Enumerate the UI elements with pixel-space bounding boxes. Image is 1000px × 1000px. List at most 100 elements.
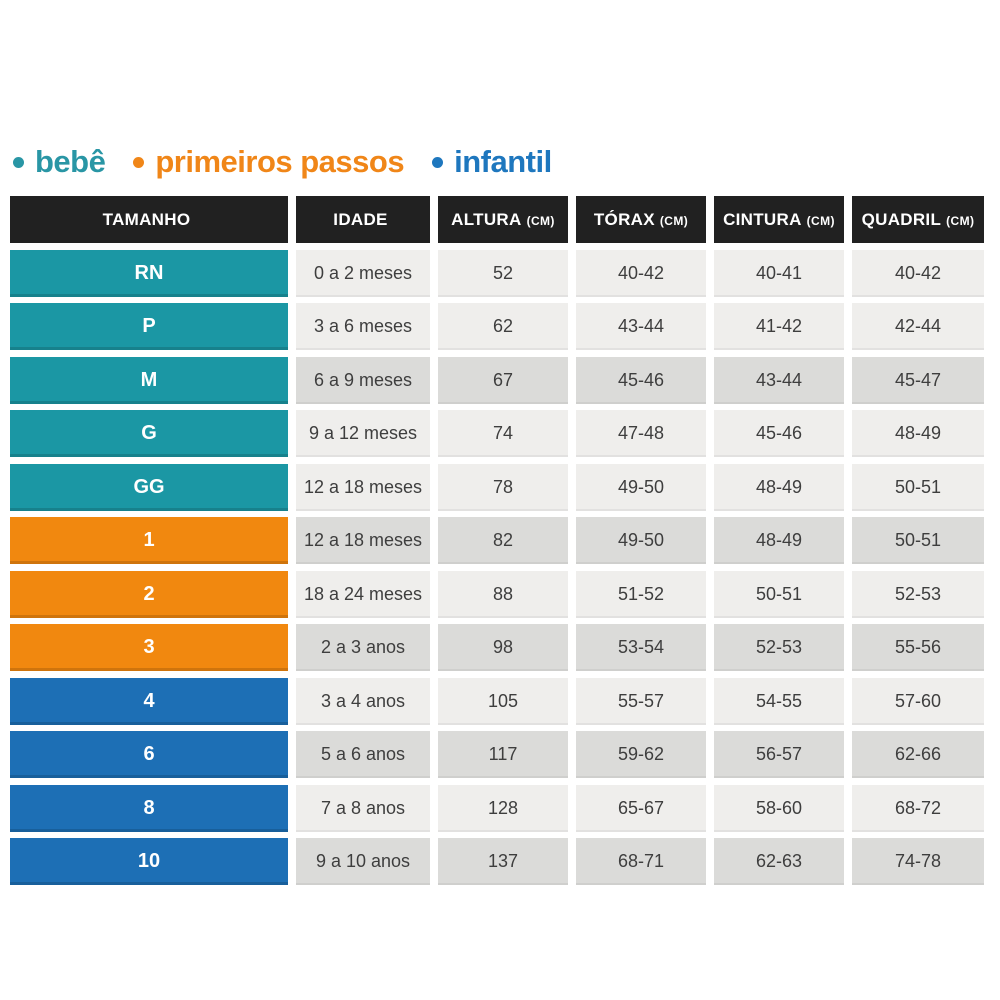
cintura-cell: 48-49 — [714, 463, 844, 511]
torax-cell: 47-48 — [576, 410, 706, 457]
column-header-label: QUADRIL — [861, 209, 942, 229]
altura-cell: 52 — [438, 249, 568, 297]
size-label: RN — [134, 261, 164, 284]
size-cell: 6 — [10, 731, 288, 778]
quadril-cell: 62-66 — [852, 731, 984, 778]
quadril-cell: 74-78 — [852, 838, 984, 885]
quadril-cell: 68-72 — [852, 784, 984, 832]
size-cell: 1 — [10, 517, 288, 564]
altura-cell: 137 — [438, 838, 568, 885]
column-header-torax: TÓRAX (CM) — [576, 196, 706, 243]
size-label: 6 — [143, 743, 155, 765]
altura-cell: 62 — [438, 303, 568, 350]
column-header-cintura: CINTURA (CM) — [714, 196, 844, 243]
size-cell: 8 — [10, 784, 288, 832]
idade-cell: 5 a 6 anos — [296, 731, 430, 778]
size-label: P — [142, 315, 156, 337]
torax-cell: 40-42 — [576, 249, 706, 297]
cintura-cell: 62-63 — [714, 838, 844, 885]
column-header-label: TÓRAX — [593, 209, 655, 229]
idade-cell: 9 a 12 meses — [296, 410, 430, 457]
cintura-cell: 58-60 — [714, 784, 844, 832]
column-header-unit: (CM) — [659, 213, 689, 228]
cintura-cell: 50-51 — [714, 570, 844, 618]
altura-cell: 105 — [438, 677, 568, 725]
size-cell: 10 — [10, 838, 288, 885]
column-header-quadril: QUADRIL (CM) — [852, 196, 984, 243]
size-label: 4 — [143, 689, 155, 712]
idade-cell: 12 a 18 meses — [296, 517, 430, 564]
column-header-label: TAMANHO — [102, 209, 191, 229]
idade-cell: 2 a 3 anos — [296, 624, 430, 671]
altura-cell: 78 — [438, 463, 568, 511]
size-cell: G — [10, 410, 288, 457]
torax-cell: 55-57 — [576, 677, 706, 725]
column-header-tamanho: TAMANHO — [10, 196, 288, 243]
torax-cell: 53-54 — [576, 624, 706, 671]
size-label: GG — [133, 475, 165, 498]
altura-cell: 98 — [438, 624, 568, 671]
size-chart-table: TAMANHO IDADE ALTURA (CM) TÓRAX (CM) CIN… — [10, 196, 984, 885]
altura-cell: 117 — [438, 731, 568, 778]
idade-cell: 0 a 2 meses — [296, 249, 430, 297]
column-header-idade: IDADE — [296, 196, 430, 243]
cintura-cell: 45-46 — [714, 410, 844, 457]
bullet-icon — [133, 156, 145, 168]
cintura-cell: 41-42 — [714, 303, 844, 350]
legend-item-infantil: infantil — [432, 144, 552, 180]
legend-item-primeiros-passos: primeiros passos — [133, 144, 405, 180]
column-header-unit: (CM) — [526, 213, 555, 228]
quadril-cell: 48-49 — [852, 410, 984, 457]
quadril-cell: 42-44 — [852, 303, 984, 350]
column-header-label: IDADE — [333, 209, 388, 229]
torax-cell: 43-44 — [576, 303, 706, 350]
torax-cell: 68-71 — [576, 838, 706, 885]
size-cell: P — [10, 303, 288, 350]
cintura-cell: 40-41 — [714, 249, 844, 297]
altura-cell: 74 — [438, 410, 568, 457]
size-cell: 3 — [10, 624, 288, 671]
size-label: 8 — [143, 796, 155, 819]
cintura-cell: 43-44 — [714, 356, 844, 404]
size-label: 3 — [143, 636, 155, 658]
cintura-cell: 48-49 — [714, 517, 844, 564]
legend-label-primeiros-passos: primeiros passos — [155, 144, 405, 179]
legend-label-infantil: infantil — [454, 144, 552, 179]
legend-item-bebe: bebê — [13, 144, 106, 180]
torax-cell: 59-62 — [576, 731, 706, 778]
altura-cell: 82 — [438, 517, 568, 564]
idade-cell: 12 a 18 meses — [296, 463, 430, 511]
bullet-icon — [13, 156, 24, 168]
idade-cell: 3 a 4 anos — [296, 677, 430, 725]
size-cell: M — [10, 356, 288, 404]
torax-cell: 65-67 — [576, 784, 706, 832]
torax-cell: 51-52 — [576, 570, 706, 618]
size-cell: GG — [10, 463, 288, 511]
column-header-label: ALTURA — [451, 209, 522, 229]
idade-cell: 9 a 10 anos — [296, 838, 430, 885]
column-header-label: CINTURA — [723, 209, 802, 229]
cintura-cell: 52-53 — [714, 624, 844, 671]
cintura-cell: 54-55 — [714, 677, 844, 725]
quadril-cell: 57-60 — [852, 677, 984, 725]
altura-cell: 67 — [438, 356, 568, 404]
idade-cell: 18 a 24 meses — [296, 570, 430, 618]
altura-cell: 128 — [438, 784, 568, 832]
quadril-cell: 50-51 — [852, 517, 984, 564]
size-label: 10 — [137, 850, 161, 872]
column-header-unit: (CM) — [806, 213, 835, 228]
quadril-cell: 45-47 — [852, 356, 984, 404]
torax-cell: 49-50 — [576, 517, 706, 564]
torax-cell: 45-46 — [576, 356, 706, 404]
bullet-icon — [432, 156, 444, 168]
size-label: 2 — [143, 582, 155, 605]
column-header-altura: ALTURA (CM) — [438, 196, 568, 243]
size-label: M — [140, 368, 158, 391]
idade-cell: 3 a 6 meses — [296, 303, 430, 350]
size-cell: 2 — [10, 570, 288, 618]
size-label: G — [141, 422, 157, 444]
quadril-cell: 55-56 — [852, 624, 984, 671]
column-header-unit: (CM) — [946, 213, 975, 228]
quadril-cell: 40-42 — [852, 249, 984, 297]
idade-cell: 7 a 8 anos — [296, 784, 430, 832]
